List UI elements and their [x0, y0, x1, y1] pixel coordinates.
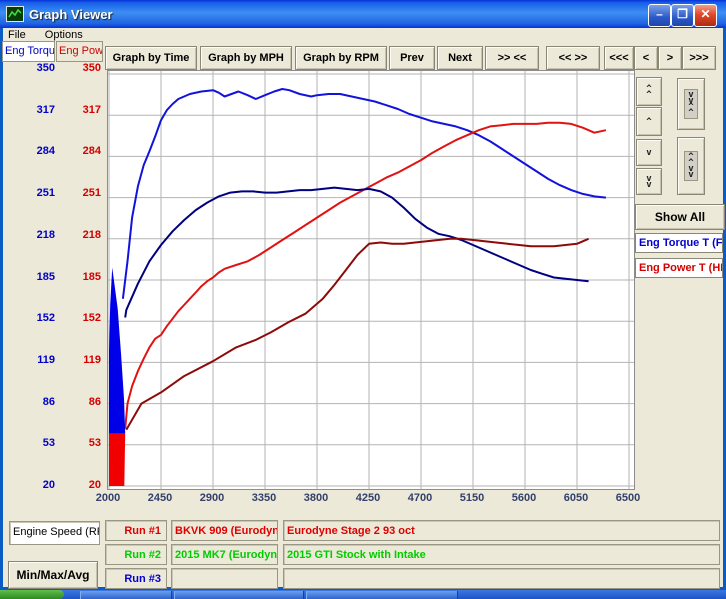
torque-start-spike	[109, 267, 126, 434]
power-axis-tick: 86	[88, 395, 101, 408]
legend-eng-power: Eng Power T (HP)	[635, 258, 723, 278]
taskbar-item[interactable]	[80, 591, 172, 599]
power-axis-tick: 284	[82, 145, 101, 158]
torque-axis-tick: 284	[36, 145, 55, 158]
torque-axis-tick: 86	[42, 395, 55, 408]
torque-axis-tick: 53	[42, 437, 55, 450]
maximize-button[interactable]: ❐	[671, 4, 694, 27]
taskbar-item[interactable]	[306, 591, 458, 599]
zoom-in-x-button[interactable]: >> <<	[485, 46, 539, 70]
rpm-axis-tick: 4250	[355, 492, 381, 504]
window-title: Graph Viewer	[29, 6, 113, 22]
zoom-in-vertical-button[interactable]: v v ^ ^	[677, 78, 705, 130]
minimize-button[interactable]: –	[648, 4, 671, 27]
app-icon	[6, 6, 24, 22]
title-bar: Graph Viewer	[0, 0, 726, 28]
power-start-spike	[109, 433, 126, 486]
menu-options[interactable]: Options	[44, 29, 83, 41]
dyno-plot[interactable]	[107, 70, 635, 490]
rpm-axis-tick: 4700	[407, 492, 433, 504]
rpm-axis-tick: 2000	[95, 492, 121, 504]
menu-bar: File Options	[3, 28, 723, 43]
start-button[interactable]	[0, 590, 64, 599]
power-axis-tick: 350	[82, 62, 101, 74]
run-file-field-3[interactable]	[171, 568, 278, 589]
graph-by-time-button[interactable]: Graph by Time	[105, 46, 197, 70]
rpm-axis-tick: 2450	[147, 492, 173, 504]
eng-power-run-1-curve	[124, 121, 607, 429]
rpm-axis-tick: 6050	[563, 492, 589, 504]
torque-axis-tick: 20	[42, 479, 55, 491]
tab-eng-power[interactable]: Eng Power	[56, 41, 103, 62]
zoom-out-vertical-button[interactable]: ^ ^ v v	[677, 137, 705, 195]
power-axis-tick: 119	[83, 353, 101, 366]
scroll-right-button[interactable]: >	[658, 46, 682, 70]
power-axis-tick: 53	[88, 437, 101, 450]
taskbar-item[interactable]	[174, 591, 304, 599]
torque-axis-tick: 251	[36, 187, 55, 200]
run-file-field-1[interactable]: BKVK 909 (Eurodyne, E	[171, 520, 278, 541]
show-all-button[interactable]: Show All	[635, 204, 725, 230]
run-description-field-1[interactable]: Eurodyne Stage 2 93 oct	[283, 520, 720, 541]
rpm-axis-tick: 2900	[199, 492, 225, 504]
power-axis-tick: 20	[88, 479, 101, 491]
menu-file[interactable]: File	[8, 29, 26, 41]
zoom-out-x-button[interactable]: << >>	[546, 46, 600, 70]
tab-eng-torque[interactable]: Eng Torque	[2, 41, 55, 62]
rpm-axis-tick: 3350	[251, 492, 277, 504]
scroll-down-button[interactable]: v	[636, 139, 662, 166]
torque-axis-tick: 218	[36, 228, 55, 241]
power-axis-tick: 251	[82, 187, 101, 200]
dyno-chart	[108, 71, 634, 489]
eng-power-run-2-curve	[125, 237, 589, 431]
next-button[interactable]: Next	[437, 46, 483, 70]
torque-axis-tick: 350	[36, 62, 55, 74]
power-axis-tick: 317	[82, 103, 101, 116]
scroll-up-button[interactable]: ^	[636, 107, 662, 136]
scroll-right-fast-button[interactable]: >>>	[682, 46, 716, 70]
run-description-field-2[interactable]: 2015 GTI Stock with Intake	[283, 544, 720, 565]
torque-axis-tick: 317	[36, 103, 55, 116]
prev-button[interactable]: Prev	[389, 46, 435, 70]
run-file-field-2[interactable]: 2015 MK7 (Eurodyne, E	[171, 544, 278, 565]
rpm-axis-tick: 5600	[511, 492, 537, 504]
power-axis-tick: 218	[82, 228, 101, 241]
rpm-axis-tick: 6500	[615, 492, 641, 504]
run-label-1: Run #1	[105, 520, 167, 541]
graph-by-mph-button[interactable]: Graph by MPH	[200, 46, 292, 70]
scroll-left-fast-button[interactable]: <<<	[604, 46, 634, 70]
window-border	[723, 28, 726, 590]
scroll-up-fast-button[interactable]: ^ ^	[636, 77, 662, 106]
scroll-left-button[interactable]: <	[634, 46, 658, 70]
min-max-avg-button[interactable]: Min/Max/Avg	[8, 561, 98, 589]
legend-eng-torque: Eng Torque T (Ft-L	[635, 233, 723, 253]
graph-by-rpm-button[interactable]: Graph by RPM	[295, 46, 387, 70]
torque-axis-tick: 152	[36, 312, 55, 325]
power-axis-tick: 185	[82, 270, 101, 283]
x-axis-field[interactable]: Engine Speed (RPM	[9, 521, 100, 545]
run-label-2: Run #2	[105, 544, 167, 565]
run-label-3: Run #3	[105, 568, 167, 589]
eng-torque-run-1-curve	[121, 88, 607, 299]
torque-axis-tick: 119	[37, 353, 55, 366]
power-axis-tick: 152	[82, 312, 101, 325]
window-border	[0, 28, 3, 590]
eng-torque-run-2-curve	[124, 186, 589, 318]
run-description-field-3[interactable]	[283, 568, 720, 589]
rpm-axis-tick: 3800	[303, 492, 329, 504]
torque-axis-tick: 185	[36, 270, 55, 283]
rpm-axis-tick: 5150	[459, 492, 485, 504]
close-button[interactable]: ✕	[694, 4, 717, 27]
